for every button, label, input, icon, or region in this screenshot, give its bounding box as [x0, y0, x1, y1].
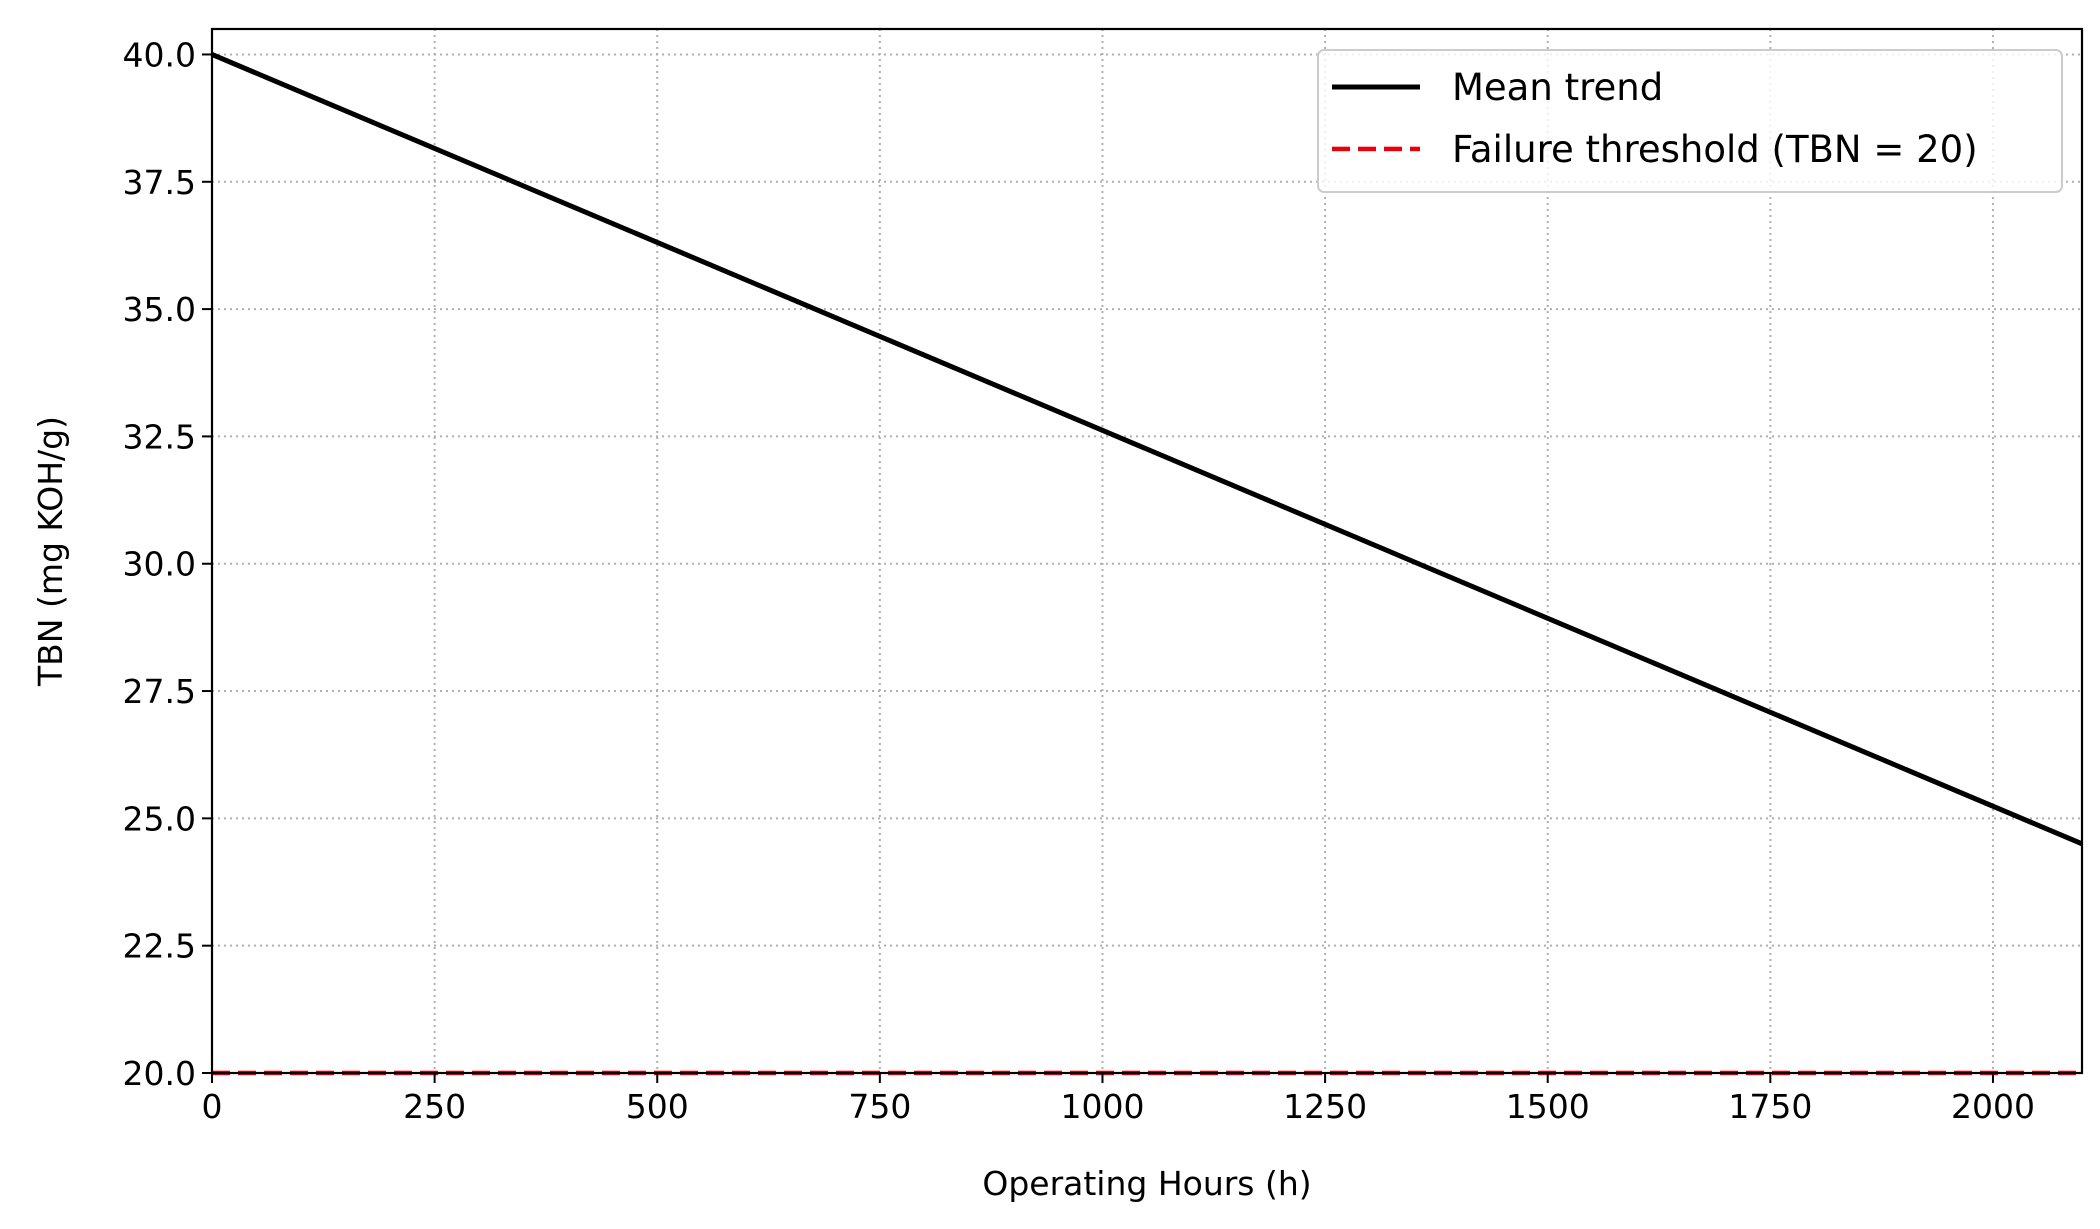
y-tick-label: 22.5 — [123, 927, 196, 966]
legend-label: Mean trend — [1452, 66, 1663, 109]
legend: Mean trend Failure threshold (TBN = 20) — [1317, 49, 2063, 193]
y-tick-label: 40.0 — [123, 35, 196, 74]
plot-area — [211, 52, 2083, 1076]
y-tick-label: 30.0 — [123, 545, 196, 584]
x-tick-label: 750 — [848, 1087, 911, 1126]
axes-frame — [210, 27, 2084, 1075]
x-tick-label: 0 — [202, 1087, 223, 1126]
y-axis-label: TBN (mg KOH/g) — [31, 416, 70, 687]
y-tick-label: 32.5 — [123, 417, 196, 456]
x-tick-label: 1750 — [1728, 1087, 1812, 1126]
x-tick-label: 1250 — [1283, 1087, 1367, 1126]
x-axis-label: Operating Hours (h) — [982, 1164, 1311, 1203]
x-tick-label: 250 — [403, 1087, 466, 1126]
x-tick-label: 1000 — [1060, 1087, 1144, 1126]
x-tick-label: 2000 — [1951, 1087, 2035, 1126]
y-tick-label: 20.0 — [123, 1054, 196, 1093]
x-tick-label: 1500 — [1506, 1087, 1590, 1126]
y-tick-label: 35.0 — [123, 290, 196, 329]
y-tick-label: 27.5 — [123, 672, 196, 711]
ticks: 0 250 500 750 1000 1250 1500 1750 2000 20.0 22.5 25… — [123, 35, 2035, 1126]
legend-box — [1317, 49, 2063, 193]
legend-label: Failure threshold (TBN = 20) — [1452, 128, 1978, 171]
y-tick-label: 25.0 — [123, 799, 196, 838]
y-tick-label: 37.5 — [123, 163, 196, 202]
series-line-mean-trend — [211, 52, 2083, 847]
x-tick-label: 500 — [626, 1087, 689, 1126]
